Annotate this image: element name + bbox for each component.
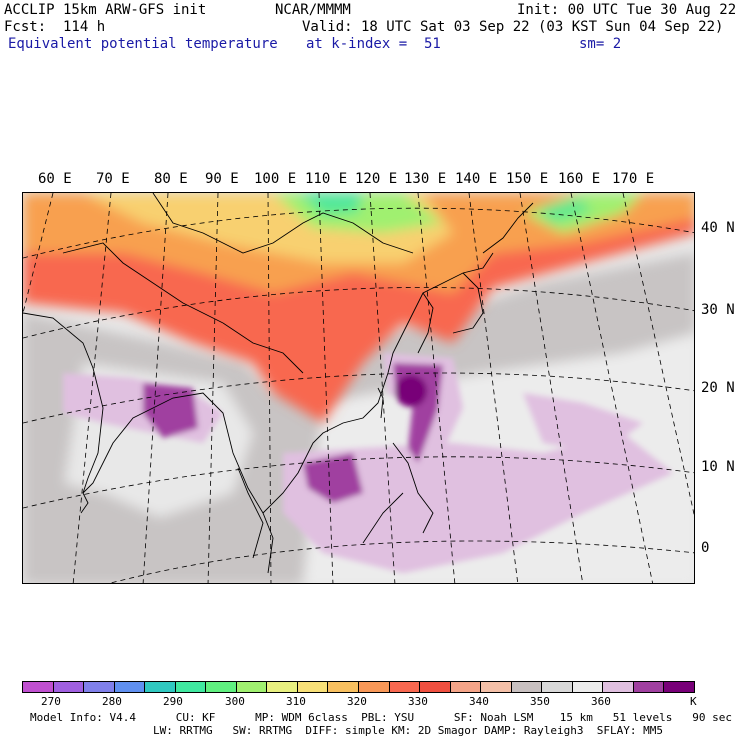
colorbar-swatch bbox=[664, 682, 695, 692]
map-panel bbox=[22, 192, 695, 584]
colorbar-swatch bbox=[53, 682, 85, 692]
colorbar-unit: K bbox=[690, 695, 697, 708]
lat-label: 0 bbox=[701, 540, 710, 556]
colorbar-swatch bbox=[450, 682, 482, 692]
colorbar-swatch bbox=[511, 682, 543, 692]
smoothing: sm= 2 bbox=[579, 36, 622, 52]
colorbar-tick: 310 bbox=[286, 695, 306, 708]
theta-e-field bbox=[23, 193, 694, 583]
field-name: Equivalent potential temperature bbox=[8, 36, 278, 52]
colorbar-swatch bbox=[359, 682, 390, 692]
lon-label: 100 E bbox=[254, 171, 297, 187]
colorbar-swatch bbox=[481, 682, 512, 692]
valid-time: Valid: 18 UTC Sat 03 Sep 22 (03 KST Sun … bbox=[302, 19, 724, 35]
colorbar-swatch bbox=[328, 682, 360, 692]
colorbar-swatch bbox=[114, 682, 146, 692]
lon-label: 170 E bbox=[612, 171, 655, 187]
colorbar-swatch bbox=[84, 682, 115, 692]
colorbar-swatch bbox=[420, 682, 451, 692]
colorbar-tick: 290 bbox=[163, 695, 183, 708]
model-title: ACCLIP 15km ARW-GFS init bbox=[4, 2, 207, 18]
colorbar-swatch bbox=[572, 682, 604, 692]
colorbar-swatch bbox=[267, 682, 298, 692]
colorbar-swatch bbox=[603, 682, 634, 692]
color-bar bbox=[22, 681, 695, 693]
colorbar-swatch bbox=[145, 682, 176, 692]
init-time: Init: 00 UTC Tue 30 Aug 22 bbox=[517, 2, 737, 18]
level-index: at k-index = 51 bbox=[306, 36, 441, 52]
colorbar-swatch bbox=[389, 682, 421, 692]
colorbar-swatch bbox=[542, 682, 573, 692]
lon-label: 160 E bbox=[558, 171, 601, 187]
lon-label: 150 E bbox=[506, 171, 549, 187]
lon-label: 120 E bbox=[355, 171, 398, 187]
model-info-line2: LW: RRTMG SW: RRTMG DIFF: simple KM: 2D … bbox=[153, 724, 663, 737]
lat-label: 20 N bbox=[701, 380, 735, 396]
colorbar-tick: 330 bbox=[408, 695, 428, 708]
model-info-line1: Model Info: V4.4 CU: KF MP: WDM 6class P… bbox=[30, 711, 732, 724]
lat-label: 30 N bbox=[701, 302, 735, 318]
colorbar-tick: 360 bbox=[591, 695, 611, 708]
lon-label: 60 E bbox=[38, 171, 72, 187]
colorbar-swatch bbox=[175, 682, 207, 692]
colorbar-swatch bbox=[633, 682, 665, 692]
lon-label: 140 E bbox=[455, 171, 498, 187]
colorbar-swatch bbox=[206, 682, 237, 692]
colorbar-swatch bbox=[297, 682, 329, 692]
lon-label: 90 E bbox=[205, 171, 239, 187]
center-name: NCAR/MMMM bbox=[275, 2, 351, 18]
colorbar-tick: 340 bbox=[469, 695, 489, 708]
lon-label: 70 E bbox=[96, 171, 130, 187]
forecast-hour: Fcst: 114 h bbox=[4, 19, 106, 35]
colorbar-tick: 280 bbox=[102, 695, 122, 708]
colorbar-swatch bbox=[23, 682, 54, 692]
lon-label: 80 E bbox=[154, 171, 188, 187]
colorbar-tick: 270 bbox=[41, 695, 61, 708]
lat-label: 10 N bbox=[701, 459, 735, 475]
colorbar-tick: 300 bbox=[225, 695, 245, 708]
colorbar-tick: 320 bbox=[347, 695, 367, 708]
lat-label: 40 N bbox=[701, 220, 735, 236]
lon-label: 130 E bbox=[404, 171, 447, 187]
colorbar-tick: 350 bbox=[530, 695, 550, 708]
lon-label: 110 E bbox=[305, 171, 348, 187]
colorbar-swatch bbox=[236, 682, 268, 692]
